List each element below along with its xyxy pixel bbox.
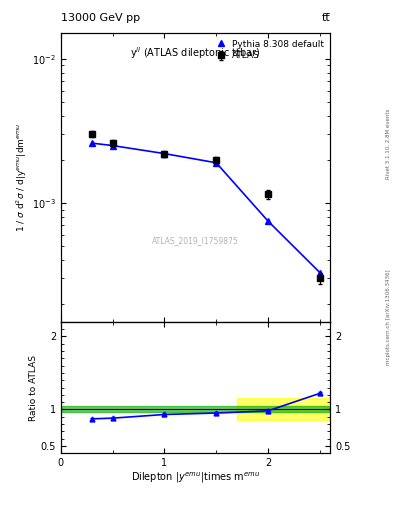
Y-axis label: 1 / $\sigma$ d$^2\sigma$ / d|y$^{emu}$|dm$^{emu}$: 1 / $\sigma$ d$^2\sigma$ / d|y$^{emu}$|d… [15, 123, 29, 232]
Pythia 8.308 default [266, 218, 270, 224]
Text: y$^{ll}$ (ATLAS dileptonic ttbar): y$^{ll}$ (ATLAS dileptonic ttbar) [130, 45, 261, 60]
Text: ATLAS_2019_I1759875: ATLAS_2019_I1759875 [152, 237, 239, 246]
Text: mcplots.cern.ch [arXiv:1306.3436]: mcplots.cern.ch [arXiv:1306.3436] [386, 270, 391, 365]
Y-axis label: Ratio to ATLAS: Ratio to ATLAS [29, 354, 38, 420]
Pythia 8.308 default [90, 140, 94, 146]
Pythia 8.308 default [162, 151, 167, 157]
X-axis label: Dilepton $|y^{emu}|$times m$^{emu}$: Dilepton $|y^{emu}|$times m$^{emu}$ [131, 471, 260, 485]
Text: tt̅: tt̅ [321, 13, 330, 23]
Text: 13000 GeV pp: 13000 GeV pp [61, 13, 140, 23]
Pythia 8.308 default [214, 160, 219, 166]
Line: Pythia 8.308 default: Pythia 8.308 default [89, 140, 323, 275]
Legend: Pythia 8.308 default, ATLAS: Pythia 8.308 default, ATLAS [213, 38, 326, 62]
Pythia 8.308 default [110, 142, 115, 148]
Pythia 8.308 default [318, 269, 322, 275]
Text: Rivet 3.1.10, 2.8M events: Rivet 3.1.10, 2.8M events [386, 108, 391, 179]
